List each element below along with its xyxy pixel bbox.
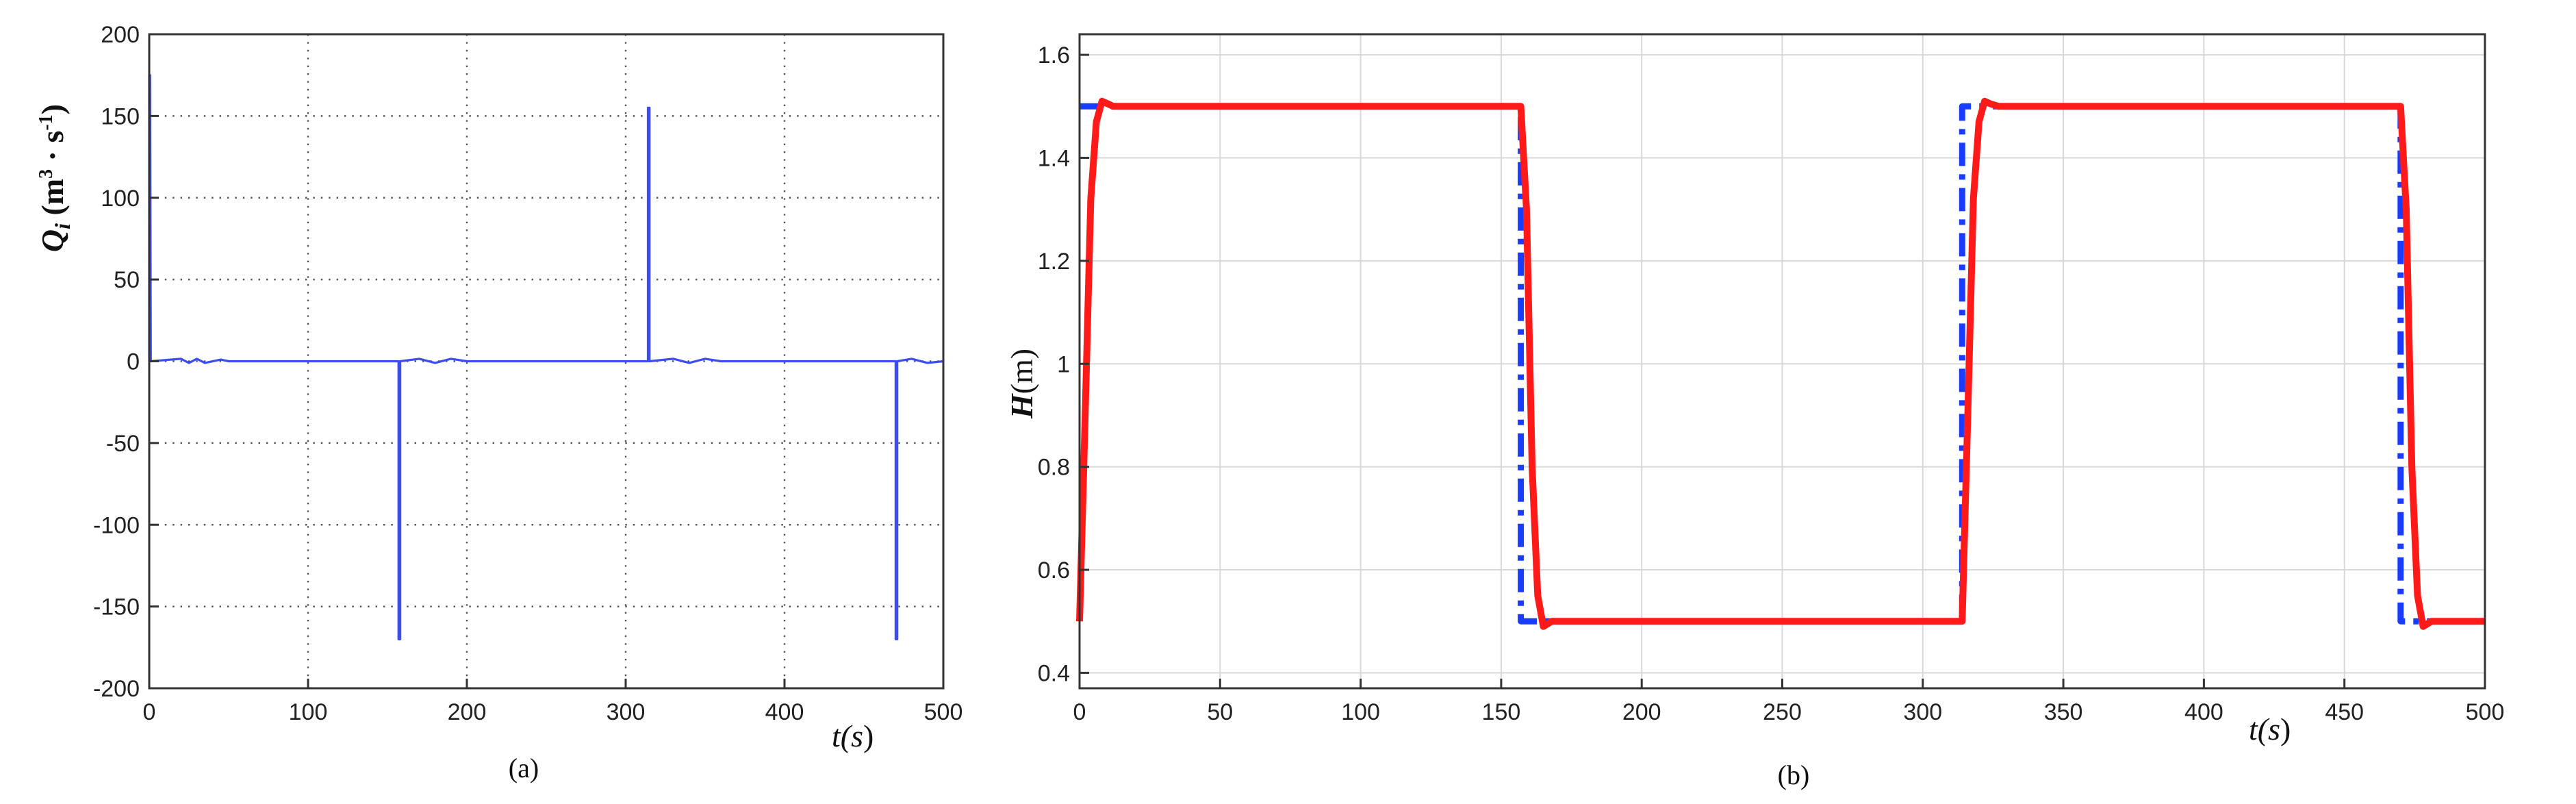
chart-b-series-line-1 <box>1076 97 2485 630</box>
chart-a-ytick-label: 200 <box>101 22 140 48</box>
chart-a-ylabel-main: Q <box>35 229 70 252</box>
chart-b-ytick-label: 1.6 <box>1038 42 1070 68</box>
chart-a-ylabel-unit-pre: (m <box>35 179 70 223</box>
chart-b: 0 50 100 150 200 250 300 350 400 450 500 0.4 0.6 0.8… <box>1004 33 2505 790</box>
chart-a-y-ticks: -200 -150 -100 -50 0 50 100 150 200 <box>93 22 159 702</box>
chart-b-ylabel-var: H <box>1004 393 1039 419</box>
chart-a-ytick-label: -200 <box>93 676 140 702</box>
chart-b-xtick-label: 250 <box>1763 699 1802 725</box>
chart-a-xtick-label: 300 <box>607 699 646 725</box>
chart-b-series <box>1076 97 2485 630</box>
chart-a-xlabel-pre: t( <box>832 718 853 753</box>
chart-a-xtick-label: 200 <box>448 699 487 725</box>
chart-a-ylabel-sub: i <box>50 223 75 229</box>
chart-a-xlabel-post: ) <box>863 718 873 753</box>
chart-b-ytick-label: 1.4 <box>1038 145 1070 171</box>
chart-a-ylabel-unit-post: ) <box>35 104 70 114</box>
chart-a-ytick-label: 50 <box>114 267 140 293</box>
chart-b-xtick-label: 400 <box>2184 699 2223 725</box>
chart-b-xtick-label: 50 <box>1207 699 1233 725</box>
chart-b-ytick-label: 0.6 <box>1038 557 1070 583</box>
chart-a-xlabel-var: s <box>851 718 863 753</box>
chart-a-ytick-label: 0 <box>127 349 140 375</box>
chart-b-xtick-label: 450 <box>2325 699 2364 725</box>
chart-a-ytick-label: -50 <box>106 431 140 457</box>
chart-a-xtick-label: 400 <box>765 699 804 725</box>
chart-b-xtick-label: 100 <box>1341 699 1380 725</box>
chart-b-grid <box>1080 34 2485 688</box>
chart-a-xtick-label: 100 <box>289 699 328 725</box>
chart-a-ytick-label: 100 <box>101 186 140 212</box>
chart-b-y-axis-label: H(m) <box>1004 349 1039 419</box>
chart-b-xtick-label: 300 <box>1903 699 1942 725</box>
chart-b-xtick-label: 350 <box>2044 699 2083 725</box>
chart-a-ylabel-unit-sup1: 3 <box>36 169 57 179</box>
chart-b-x-ticks: 0 50 100 150 200 250 300 350 400 450 500 <box>1073 679 2505 725</box>
chart-b-ytick-label: 1 <box>1057 351 1070 377</box>
chart-a-series-line-0 <box>148 74 944 640</box>
chart-b-xtick-label: 0 <box>1073 699 1086 725</box>
chart-a-y-axis-label: Qi (m3 · s-1) <box>35 104 75 252</box>
chart-b-xtick-label: 500 <box>2466 699 2505 725</box>
chart-b-xlabel-pre: t( <box>2249 712 2270 746</box>
chart-a-ylabel-unit-sup2: -1 <box>36 114 57 130</box>
chart-b-xtick-label: 200 <box>1622 699 1661 725</box>
chart-a-xtick-label: 500 <box>924 699 963 725</box>
chart-a-ytick-label: 150 <box>101 103 140 129</box>
chart-a-caption: (a) <box>509 753 539 783</box>
chart-b-y-ticks: 0.4 0.6 0.8 1 1.2 1.4 1.6 <box>1038 42 1089 686</box>
chart-a-x-axis-label: t(s) <box>832 718 873 753</box>
chart-b-ytick-label: 0.8 <box>1038 455 1070 481</box>
chart-b-x-axis-label: t(s) <box>2249 712 2291 746</box>
chart-b-ytick-label: 0.4 <box>1038 660 1070 686</box>
chart-a-x-ticks: 0 100 200 300 400 500 <box>143 679 963 725</box>
chart-a-ytick-label: -150 <box>93 594 140 620</box>
chart-b-caption: (b) <box>1778 759 1810 790</box>
chart-b-ytick-label: 1.2 <box>1038 249 1070 275</box>
chart-a-ytick-label: -100 <box>93 512 140 538</box>
chart-a: 0 100 200 300 400 500 -200 -150 -100 -50 0 50 100 15… <box>35 22 962 783</box>
chart-a-series <box>148 74 944 640</box>
chart-b-xlabel-var: s <box>2268 712 2280 746</box>
chart-b-xtick-label: 150 <box>1482 699 1521 725</box>
chart-b-xlabel-post: ) <box>2280 712 2291 746</box>
chart-b-ylabel-unit: (m) <box>1004 349 1039 394</box>
chart-a-xtick-label: 0 <box>143 699 156 725</box>
chart-a-ylabel-unit-mid: · s <box>35 131 70 169</box>
